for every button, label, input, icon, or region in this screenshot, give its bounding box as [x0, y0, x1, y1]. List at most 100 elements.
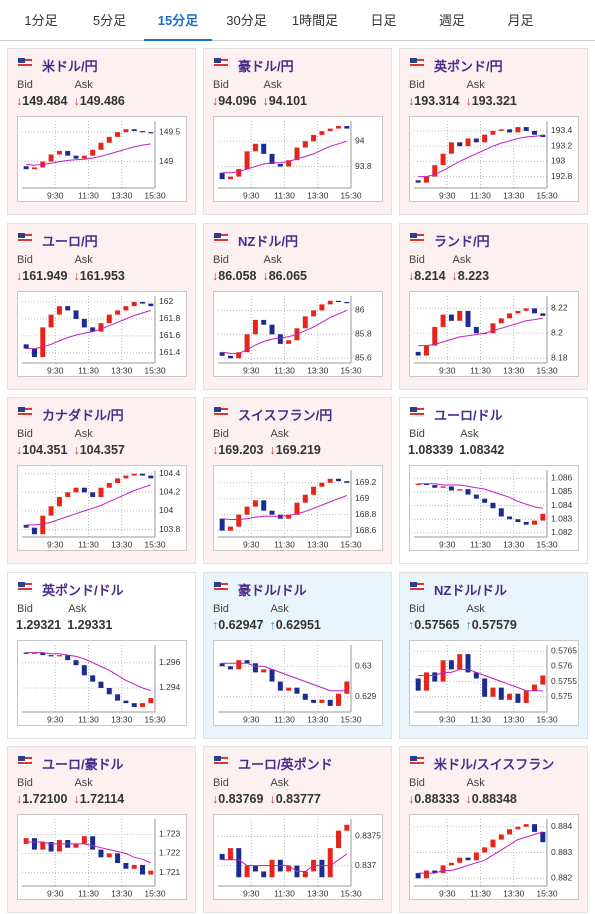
candle [415, 678, 421, 691]
quote-card[interactable]: カナダドル/円 Bid ↓104.351 Ask ↓104.357 9:30 11:30 13… [7, 397, 196, 564]
trend-arrow: ↓ [262, 268, 269, 283]
quote-card[interactable]: ユーロ/ドル Bid 1.08339 Ask 1.08342 9:30 11:30 13:30… [399, 397, 588, 564]
quote-card[interactable]: スイスフラン/円 Bid ↓169.203 Ask ↓169.219 9:30 11:30 1… [203, 397, 392, 564]
ask-value: ↑0.57579 [465, 618, 516, 632]
flag-canton [410, 232, 417, 238]
candle [90, 674, 96, 682]
quote-card[interactable]: NZドル/ドル Bid ↑0.57565 Ask ↑0.57579 9:30 11:30 13… [399, 571, 588, 739]
x-tick-label: 9:30 [243, 714, 260, 724]
candle [98, 142, 104, 150]
chart-box: 9:30 11:30 13:30 15:30 0.837 0.8375 [213, 814, 383, 905]
quote-card[interactable]: ユーロ/英ポンド Bid ↓0.83769 Ask ↓0.83777 9:30 11:30 1… [203, 746, 392, 913]
pair-title: ユーロ/円 [42, 233, 98, 249]
flag-canton [18, 232, 25, 238]
chart-box: 9:30 11:30 13:30 15:30 0.629 0.63 [213, 639, 383, 731]
quote-card[interactable]: 英ポンド/ドル Bid 1.29321 Ask 1.29331 9:30 11:30 13:3… [7, 571, 196, 739]
candle [482, 678, 488, 697]
candle [465, 138, 471, 147]
candle [540, 831, 546, 843]
ask-value: 1.29331 [67, 618, 112, 632]
pair-title: 豪ドル/円 [238, 59, 294, 74]
chart-box: 9:30 11:30 13:30 15:30 85.6 85.8 86 [213, 290, 383, 382]
quotes: Bid ↓161.949 Ask ↓161.953 [16, 251, 131, 283]
tab[interactable]: 15分足 [144, 0, 212, 41]
candle [344, 481, 350, 483]
y-tick-label: 161.6 [159, 330, 181, 340]
chart-frame [213, 814, 383, 900]
quote-card[interactable]: 米ドル/円 Bid ↓149.484 Ask ↓149.486 9:30 11:30 13:3… [7, 48, 196, 215]
flag-icon [410, 58, 424, 68]
quote-card[interactable]: NZドル/円 Bid ↓86.058 Ask ↓86.065 9:30 11:30 13:30… [203, 222, 392, 390]
x-tick-label: 15:30 [536, 539, 558, 549]
candle [31, 838, 37, 850]
candle [286, 865, 292, 872]
x-tick-label: 9:30 [47, 714, 64, 724]
candle [473, 852, 479, 861]
chart-box: 9:30 11:30 13:30 15:30 1.082 1.083 1.084 1.085 1… [409, 465, 579, 556]
ask-price: 193.321 [471, 94, 517, 108]
bid-label: Bid [17, 777, 33, 789]
y-tick-label: 149 [159, 156, 173, 166]
candle [302, 871, 308, 878]
candle [56, 840, 62, 852]
candle [236, 351, 242, 358]
moving-average [26, 841, 152, 864]
candle [148, 132, 154, 134]
flag-stripe [221, 582, 228, 585]
y-tick-label: 1.296 [159, 656, 181, 666]
quote-card[interactable]: 豪ドル/ドル Bid ↑0.62947 Ask ↑0.62951 9:30 11:30 13:… [203, 571, 392, 739]
tab[interactable]: 5分足 [92, 13, 127, 28]
tab[interactable]: 日足 [370, 13, 397, 28]
x-tick-label: 11:30 [78, 714, 99, 724]
moving-average [26, 484, 151, 526]
tab[interactable]: 週足 [438, 13, 465, 28]
quote-card[interactable]: ユーロ/円 Bid ↓161.949 Ask ↓161.953 9:30 11:30 13:3… [7, 222, 196, 390]
y-tick-label: 1.085 [551, 486, 573, 496]
ask-column: Ask ↓8.223 [452, 251, 490, 283]
tab[interactable]: 30分足 [226, 13, 267, 28]
quote-card[interactable]: 英ポンド/円 Bid ↓193.314 Ask ↓193.321 9:30 11:30 13:… [399, 48, 588, 215]
candle [440, 486, 446, 488]
y-tick-label: 193.2 [551, 140, 573, 150]
candle [227, 526, 233, 531]
quote-card[interactable]: 米ドル/スイスフラン Bid ↓0.88333 Ask ↓0.88348 9:30 11:3… [399, 746, 588, 913]
quote-card[interactable]: 豪ドル/円 Bid ↓94.096 Ask ↓94.101 9:30 11:30 13:30 1… [203, 48, 392, 215]
y-tick-label: 0.576 [551, 660, 573, 670]
y-tick-label: 161.4 [159, 347, 181, 357]
ask-value: ↓149.486 [73, 94, 124, 108]
candle [432, 485, 438, 488]
candle [423, 671, 429, 691]
mini-chart: 9:30 11:30 13:30 15:30 1.721 1.722 1.723 [17, 814, 187, 900]
tab[interactable]: 1時間足 [291, 13, 339, 28]
flag-stripe [25, 59, 32, 61]
quote-card[interactable]: ユーロ/豪ドル Bid ↓1.72100 Ask ↓1.72114 9:30 11:30 13… [7, 746, 196, 913]
pair-title: 豪ドル/ドル [238, 582, 307, 598]
tab[interactable]: 1分足 [24, 13, 58, 28]
candle [311, 134, 317, 142]
candle [311, 309, 317, 316]
candle [277, 333, 283, 344]
flag-stripe [410, 64, 424, 66]
candle [252, 662, 258, 672]
candle [81, 487, 87, 493]
tab[interactable]: 月足 [507, 13, 534, 28]
quote-card[interactable]: ランド/円 Bid ↓8.214 Ask ↓8.223 9:30 11:30 13:30 15:… [399, 222, 588, 390]
trend-arrow: ↓ [408, 792, 415, 806]
candle [482, 134, 488, 143]
candle [448, 862, 454, 866]
y-tick-label: 86 [355, 304, 365, 314]
mini-chart: 9:30 11:30 13:30 15:30 1.082 1.083 1.084 1.085 1… [409, 465, 579, 551]
candle [515, 127, 521, 133]
candle [423, 483, 429, 486]
pair-title: 米ドル/円 [42, 59, 98, 74]
candle [261, 143, 267, 154]
ask-price: 161.953 [79, 268, 125, 283]
mini-chart: 9:30 11:30 13:30 15:30 103.8 104 104.2 104.4 [17, 465, 187, 551]
chart-box: 9:30 11:30 13:30 15:30 93.8 94 [213, 116, 383, 207]
x-tick-label: 11:30 [470, 714, 491, 724]
quotes: Bid ↓8.214 Ask ↓8.223 [408, 251, 495, 283]
x-tick-label: 13:30 [111, 539, 133, 549]
flag-icon [214, 232, 228, 243]
candle [473, 326, 479, 333]
